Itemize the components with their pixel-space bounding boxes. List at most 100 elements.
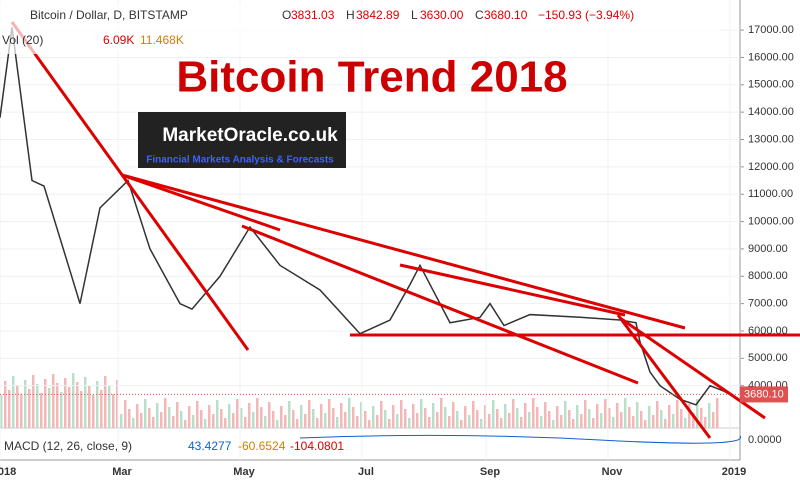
volume-bar <box>592 418 595 428</box>
volume-bar <box>340 403 343 428</box>
volume-bar <box>40 393 43 428</box>
macd-line <box>299 434 742 444</box>
volume-bar <box>4 381 7 428</box>
volume-bar <box>524 403 527 428</box>
volume-bar <box>148 408 151 428</box>
volume-bar <box>496 409 499 428</box>
volume-bar <box>640 411 643 428</box>
volume-bar <box>364 411 367 428</box>
volume-bar <box>196 401 199 428</box>
volume-bar <box>324 413 327 428</box>
volume-bar <box>628 407 631 428</box>
volume-bar <box>500 418 503 428</box>
volume-bar <box>272 411 275 428</box>
volume-bar <box>608 408 611 428</box>
volume-bar <box>528 412 531 428</box>
volume-bar <box>168 407 171 428</box>
volume-bar <box>428 417 431 428</box>
volume-bar <box>276 420 279 428</box>
volume-bar <box>372 406 375 428</box>
ohlc-label: L <box>411 8 418 22</box>
volume-bar <box>0 395 3 428</box>
volume-bar <box>712 412 715 428</box>
volume-bar <box>356 416 359 428</box>
volume-bar <box>476 410 479 428</box>
volume-bar <box>132 418 135 428</box>
volume-bar <box>584 400 587 428</box>
volume-bar <box>160 412 163 428</box>
volume-bar <box>548 411 551 428</box>
ohlc-value: 3842.89 <box>356 8 400 22</box>
volume-bar <box>460 420 463 428</box>
volume-bar <box>504 404 507 428</box>
volume-bar <box>280 406 283 428</box>
volume-bar <box>144 399 147 428</box>
volume-bar <box>28 389 31 428</box>
volume-bar <box>472 401 475 428</box>
y-tick-label: 5000.00 <box>748 352 788 364</box>
volume-bar <box>580 414 583 428</box>
volume-bar <box>572 419 575 428</box>
volume-bar <box>212 414 215 428</box>
volume-bar <box>612 417 615 428</box>
volume-bar <box>56 383 59 428</box>
volume-bar <box>716 398 719 428</box>
volume-bar <box>264 416 267 428</box>
volume-bar <box>616 403 619 428</box>
volume-bar <box>224 418 227 428</box>
volume-bar <box>8 390 11 428</box>
volume-bar <box>320 404 323 428</box>
price-line <box>0 27 731 406</box>
volume-bar <box>620 412 623 428</box>
volume-bar <box>308 400 311 428</box>
volume-bar <box>248 403 251 428</box>
volume-bar <box>632 416 635 428</box>
volume-bar <box>24 380 27 428</box>
volume-bar <box>136 404 139 428</box>
ohlc-label: O <box>282 8 291 22</box>
volume-bar <box>104 376 107 428</box>
volume-bar <box>332 408 335 428</box>
volume-bar <box>668 405 671 428</box>
volume-bar <box>400 400 403 428</box>
volume-bar <box>440 398 443 428</box>
volume-bar <box>596 404 599 428</box>
x-tick-label: Jul <box>358 466 374 478</box>
volume-bar <box>64 378 67 428</box>
y-tick-label: 10000.00 <box>748 215 794 227</box>
volume-bar <box>328 399 331 428</box>
volume-bar <box>204 419 207 428</box>
volume-bar <box>696 399 699 428</box>
volume-bar <box>408 418 411 428</box>
y-tick-label: 17000.00 <box>748 24 794 36</box>
ohlc-value: 3630.00 <box>420 8 464 22</box>
volume-bar <box>140 413 143 428</box>
volume-bar <box>420 399 423 428</box>
volume-bar <box>108 385 111 428</box>
volume-bar <box>176 402 179 428</box>
volume-bar <box>60 392 63 428</box>
volume-bar <box>624 398 627 428</box>
trend-line <box>121 173 281 232</box>
volume-bar <box>128 409 131 428</box>
volume-bar <box>184 420 187 428</box>
trend-line <box>616 314 712 439</box>
logo-box <box>138 112 346 168</box>
volume-bar <box>416 413 419 428</box>
volume-bar <box>208 405 211 428</box>
volume-bar <box>380 401 383 428</box>
volume-bar <box>644 420 647 428</box>
volume-bar <box>16 385 19 428</box>
plot <box>0 0 740 460</box>
volume-bar <box>700 408 703 428</box>
volume-bar <box>660 410 663 428</box>
logo-tagline: Financial Markets Analysis & Forecasts <box>146 155 334 166</box>
volume-bar <box>532 398 535 428</box>
volume-bar <box>88 386 91 428</box>
volume-bar <box>464 406 467 428</box>
volume-bar <box>424 408 427 428</box>
macd-value: -104.0801 <box>290 439 344 453</box>
volume-bar <box>192 415 195 428</box>
volume-bar <box>648 406 651 428</box>
